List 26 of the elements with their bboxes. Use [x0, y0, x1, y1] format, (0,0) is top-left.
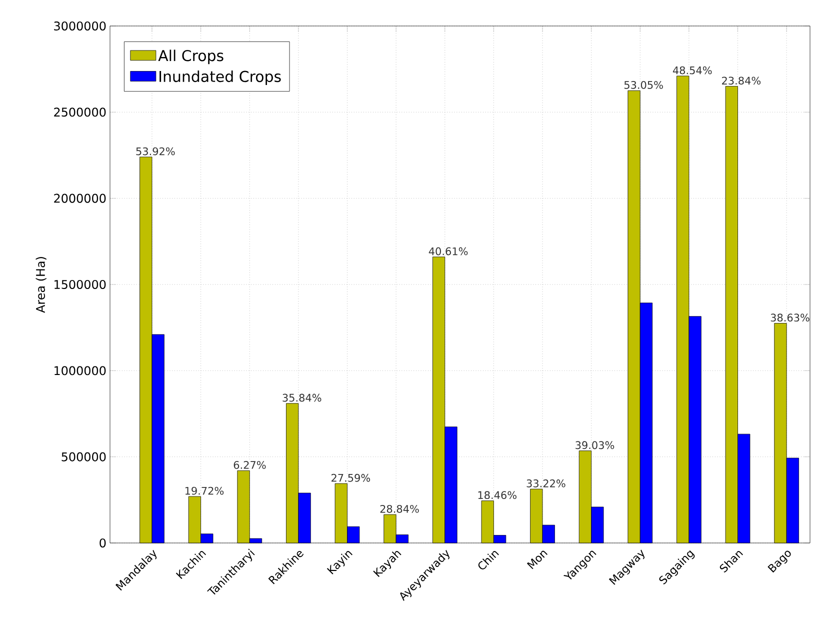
y-tick-label: 500000	[62, 452, 106, 462]
annotation: 33.22%	[526, 479, 566, 488]
annotation: 23.84%	[722, 76, 761, 85]
y-tick-label: 0	[100, 538, 106, 548]
annotation: 19.72%	[185, 486, 224, 495]
y-tick-label: 2500000	[54, 108, 106, 117]
annotation: 27.59%	[332, 474, 370, 482]
legend-label: Inundated Crops	[160, 70, 281, 85]
annotation: 53.05%	[624, 81, 663, 89]
annotation: 48.54%	[672, 66, 712, 74]
y-tick-label: 2000000	[54, 194, 106, 203]
annotation: 6.27%	[234, 460, 266, 469]
annotation: 40.61%	[428, 247, 468, 256]
y-axis-title: Area (Ha)	[36, 257, 46, 313]
annotation: 39.03%	[576, 441, 614, 450]
x-tick-label: Mon	[526, 550, 548, 570]
annotation: 28.84%	[380, 504, 419, 513]
annotation: 18.46%	[478, 491, 516, 500]
legend-label: All Crops	[158, 50, 224, 64]
annotation: 38.63%	[770, 314, 810, 322]
y-tick-label: 1000000	[54, 366, 106, 376]
annotation: 35.84%	[282, 394, 322, 402]
y-tick-label: 3000000	[54, 21, 106, 31]
annotation: 53.92%	[136, 147, 175, 156]
y-tick-label: 1500000	[54, 280, 106, 290]
x-tick-label: Chin	[478, 550, 499, 570]
